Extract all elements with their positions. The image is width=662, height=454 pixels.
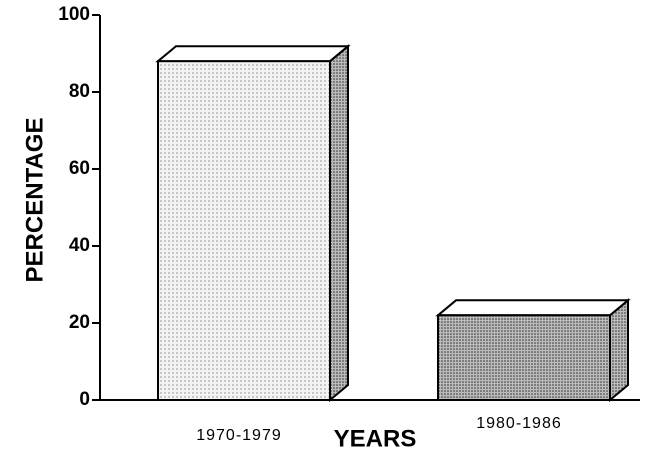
bar-side xyxy=(609,298,629,403)
bar-side xyxy=(329,44,349,403)
y-tick-label: 20 xyxy=(69,312,90,333)
bar-top xyxy=(155,45,351,63)
x-axis-label: YEARS xyxy=(334,425,417,452)
x-tick-label: 1980-1986 xyxy=(476,415,562,432)
y-tick-label: 60 xyxy=(69,158,90,179)
bar xyxy=(435,298,631,403)
y-tick-label: 0 xyxy=(79,389,90,410)
bar-top xyxy=(435,299,631,317)
y-axis-label: PERCENTAGE xyxy=(21,118,48,283)
y-tick-label: 80 xyxy=(69,81,90,102)
bar-front xyxy=(157,60,331,401)
bar-front xyxy=(437,314,611,401)
bar xyxy=(155,44,351,403)
y-tick-label: 100 xyxy=(58,4,90,25)
y-tick-label: 40 xyxy=(69,235,90,256)
x-tick-label: 1970-1979 xyxy=(196,427,282,444)
